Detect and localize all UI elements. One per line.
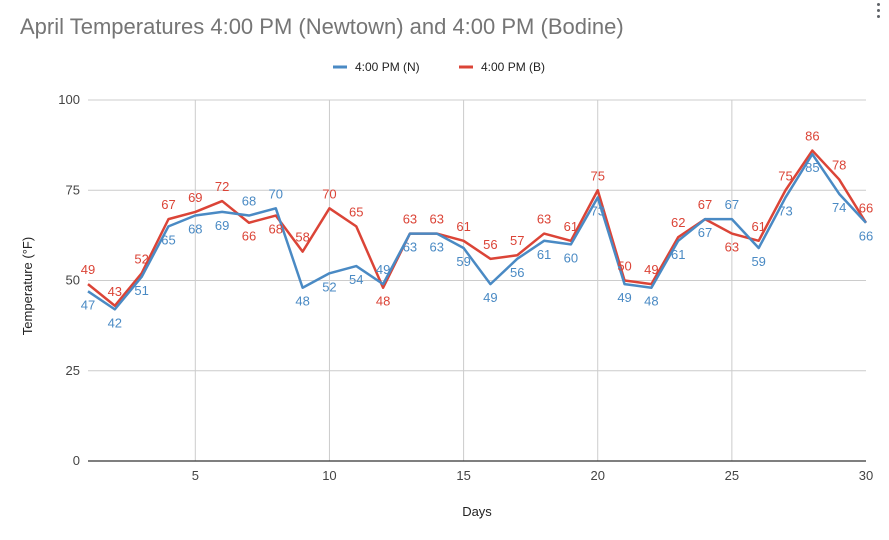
gridlines <box>88 99 866 461</box>
data-label-n: 60 <box>564 250 578 265</box>
y-tick-label: 0 <box>73 453 80 468</box>
data-label-b: 43 <box>108 284 122 299</box>
data-label-b: 63 <box>537 212 551 227</box>
data-label-b: 61 <box>751 219 765 234</box>
data-label-b: 68 <box>269 222 283 237</box>
series-line <box>87 149 868 308</box>
data-label-n: 56 <box>510 265 524 280</box>
y-tick-label: 50 <box>66 273 80 288</box>
y-axis-title: Temperature (°F) <box>20 237 35 335</box>
data-label-n: 73 <box>590 203 604 218</box>
data-label-n: 51 <box>134 283 148 298</box>
data-label-b: 63 <box>430 212 444 227</box>
x-axis-title: Days <box>462 504 492 519</box>
data-label-n: 73 <box>778 203 792 218</box>
y-tick-label: 25 <box>66 363 80 378</box>
data-label-b: 50 <box>617 259 631 274</box>
axes: 0 25 50 75 100 5 10 15 20 25 30 <box>58 92 873 483</box>
series-line <box>87 152 867 311</box>
data-label-n: 74 <box>832 200 846 215</box>
data-label-b: 61 <box>456 219 470 234</box>
data-label-b: 63 <box>725 240 739 255</box>
data-label-b: 67 <box>161 197 175 212</box>
x-tick-label: 20 <box>590 468 604 483</box>
data-label-b: 75 <box>778 168 792 183</box>
data-label-n: 63 <box>430 240 444 255</box>
data-label-b: 63 <box>403 212 417 227</box>
data-label-n: 54 <box>349 272 363 287</box>
data-label-n: 63 <box>403 240 417 255</box>
chart-title: April Temperatures 4:00 PM (Newtown) and… <box>20 14 624 39</box>
data-label-b: 56 <box>483 237 497 252</box>
data-label-n: 49 <box>376 262 390 277</box>
data-label-b: 62 <box>671 215 685 230</box>
data-label-b: 49 <box>644 262 658 277</box>
x-tick-label: 30 <box>859 468 873 483</box>
x-tick-label: 25 <box>725 468 739 483</box>
data-label-n: 52 <box>322 279 336 294</box>
data-label-n: 85 <box>805 160 819 175</box>
data-label-n: 49 <box>483 290 497 305</box>
data-label-b: 66 <box>859 201 873 216</box>
data-label-b: 52 <box>134 251 148 266</box>
data-label-n: 67 <box>725 197 739 212</box>
data-label-b: 75 <box>590 168 604 183</box>
data-label-b: 49 <box>81 262 95 277</box>
data-label-b: 61 <box>564 219 578 234</box>
data-label-b: 70 <box>322 186 336 201</box>
data-label-n: 48 <box>644 294 658 309</box>
data-label-n: 67 <box>698 225 712 240</box>
data-label-b: 57 <box>510 233 524 248</box>
data-label-n: 49 <box>617 290 631 305</box>
y-tick-label: 75 <box>66 182 80 197</box>
data-label-n: 61 <box>537 247 551 262</box>
data-label-b: 48 <box>376 294 390 309</box>
data-label-b: 78 <box>832 157 846 172</box>
series-lines <box>87 149 868 311</box>
data-label-b: 67 <box>698 197 712 212</box>
legend-label: 4:00 PM (N) <box>355 60 420 74</box>
data-label-b: 65 <box>349 204 363 219</box>
legend-label: 4:00 PM (B) <box>481 60 545 74</box>
data-label-n: 59 <box>751 254 765 269</box>
data-label-n: 68 <box>242 194 256 209</box>
data-label-n: 68 <box>188 222 202 237</box>
x-tick-label: 15 <box>456 468 470 483</box>
data-label-n: 59 <box>456 254 470 269</box>
data-label-n: 47 <box>81 297 95 312</box>
data-label-n: 70 <box>269 186 283 201</box>
y-tick-label: 100 <box>58 92 80 107</box>
data-label-n: 48 <box>295 294 309 309</box>
legend: 4:00 PM (N) 4:00 PM (B) <box>333 60 545 74</box>
data-label-b: 58 <box>295 230 309 245</box>
data-label-b: 72 <box>215 179 229 194</box>
data-label-n: 65 <box>161 232 175 247</box>
data-label-n: 66 <box>859 229 873 244</box>
data-label-b: 86 <box>805 129 819 144</box>
x-tick-label: 5 <box>192 468 199 483</box>
data-label-n: 69 <box>215 218 229 233</box>
data-label-b: 66 <box>242 229 256 244</box>
data-label-n: 61 <box>671 247 685 262</box>
x-tick-label: 10 <box>322 468 336 483</box>
data-label-n: 42 <box>108 315 122 330</box>
more-options-icon[interactable] <box>872 0 884 22</box>
data-labels: 47 49 42 43 51 52 65 67 68 69 69 72 68 66 70 68 48 58 52 70… <box>81 129 873 331</box>
data-label-b: 69 <box>188 190 202 205</box>
